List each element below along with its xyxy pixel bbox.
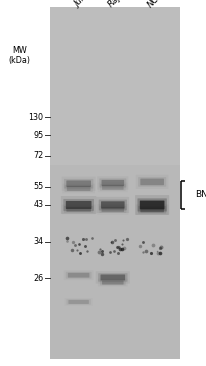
Point [70, 247, 74, 253]
FancyBboxPatch shape [67, 186, 90, 191]
Point [148, 250, 151, 255]
Text: 34: 34 [33, 237, 43, 246]
Point [151, 242, 154, 248]
Point [74, 242, 77, 248]
Point [156, 250, 159, 256]
Point [121, 237, 124, 243]
FancyBboxPatch shape [66, 272, 91, 279]
FancyBboxPatch shape [66, 299, 90, 305]
FancyBboxPatch shape [64, 185, 92, 192]
Point [112, 249, 115, 254]
Point [122, 245, 125, 251]
Text: Jurkat: Jurkat [73, 0, 97, 9]
FancyBboxPatch shape [139, 201, 164, 209]
Point [77, 242, 80, 247]
Point [77, 241, 80, 247]
Point [83, 243, 86, 249]
FancyBboxPatch shape [99, 280, 125, 285]
Point [158, 245, 161, 251]
FancyBboxPatch shape [137, 177, 165, 187]
Point [137, 243, 141, 249]
FancyBboxPatch shape [102, 280, 123, 285]
Point [110, 239, 114, 245]
FancyBboxPatch shape [66, 180, 91, 187]
Point [108, 249, 111, 255]
Point [75, 247, 78, 253]
FancyBboxPatch shape [100, 274, 124, 280]
FancyBboxPatch shape [101, 207, 124, 212]
Point [141, 239, 144, 245]
Point [158, 250, 161, 256]
Text: MW
(kDa): MW (kDa) [9, 46, 30, 65]
Text: BNIP2: BNIP2 [195, 190, 206, 199]
Text: 43: 43 [33, 201, 43, 209]
Text: 26: 26 [33, 274, 43, 283]
FancyBboxPatch shape [102, 185, 123, 190]
FancyBboxPatch shape [66, 201, 91, 209]
Text: Raji: Raji [106, 0, 124, 9]
Point [81, 236, 85, 242]
Point [100, 251, 103, 257]
FancyBboxPatch shape [61, 196, 96, 214]
FancyBboxPatch shape [140, 207, 163, 212]
FancyBboxPatch shape [98, 273, 127, 282]
Point [118, 246, 121, 252]
Point [89, 235, 93, 241]
FancyBboxPatch shape [95, 271, 129, 284]
FancyBboxPatch shape [99, 206, 126, 213]
Point [84, 236, 87, 242]
Point [115, 244, 118, 250]
Text: 130: 130 [28, 113, 43, 122]
FancyBboxPatch shape [96, 197, 129, 213]
Point [120, 246, 123, 252]
FancyBboxPatch shape [63, 199, 94, 211]
Point [85, 248, 88, 254]
FancyBboxPatch shape [98, 199, 126, 210]
Text: NCI-H929: NCI-H929 [145, 0, 180, 9]
Text: 55: 55 [33, 182, 43, 191]
Point [78, 250, 81, 256]
Text: 72: 72 [33, 151, 43, 160]
Point [116, 244, 119, 250]
Bar [49, 7, 179, 359]
FancyBboxPatch shape [64, 206, 93, 213]
FancyBboxPatch shape [99, 184, 125, 191]
Point [116, 244, 120, 250]
Point [119, 241, 123, 247]
Point [109, 239, 112, 244]
FancyBboxPatch shape [68, 300, 88, 304]
Point [112, 238, 116, 243]
Point [96, 249, 100, 255]
FancyBboxPatch shape [99, 179, 126, 187]
Point [71, 240, 74, 246]
FancyBboxPatch shape [101, 180, 124, 186]
FancyBboxPatch shape [66, 207, 91, 212]
Point [154, 248, 157, 254]
Point [125, 236, 128, 242]
FancyBboxPatch shape [68, 273, 89, 277]
FancyBboxPatch shape [140, 179, 163, 185]
FancyBboxPatch shape [137, 198, 166, 212]
Bar [49, 7, 179, 165]
FancyBboxPatch shape [135, 204, 168, 215]
Point [65, 238, 68, 244]
FancyBboxPatch shape [137, 206, 165, 213]
Point [116, 250, 119, 255]
FancyBboxPatch shape [64, 179, 93, 188]
FancyBboxPatch shape [101, 201, 124, 209]
Point [141, 249, 144, 255]
FancyBboxPatch shape [134, 195, 169, 215]
Point [159, 244, 162, 250]
Point [65, 235, 68, 241]
Point [98, 246, 101, 252]
Text: 95: 95 [33, 131, 43, 140]
Point [100, 249, 103, 254]
Point [144, 248, 147, 254]
